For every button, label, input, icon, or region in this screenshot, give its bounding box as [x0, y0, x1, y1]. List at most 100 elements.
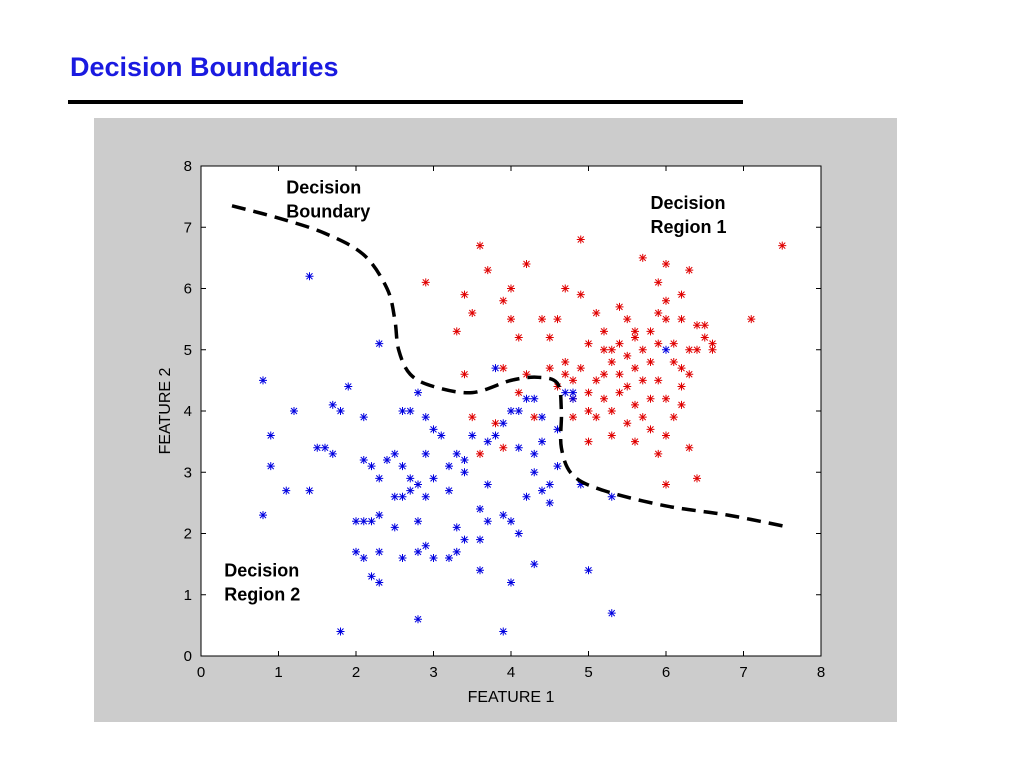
- data-point: [584, 437, 593, 446]
- data-point: [476, 566, 484, 575]
- data-point: [499, 443, 508, 452]
- data-point: [421, 413, 430, 422]
- data-point: [514, 529, 523, 538]
- data-point: [569, 388, 577, 397]
- data-point: [600, 345, 608, 354]
- data-point: [561, 388, 570, 397]
- data-point: [414, 615, 422, 624]
- data-point: [615, 339, 624, 348]
- data-point: [662, 480, 670, 489]
- data-point: [631, 400, 639, 409]
- data-point: [452, 547, 461, 556]
- data-point: [476, 505, 484, 513]
- data-point: [607, 358, 616, 366]
- data-point: [499, 419, 508, 428]
- y-tick-label: 3: [184, 464, 192, 481]
- data-point: [460, 456, 469, 464]
- data-point: [445, 554, 453, 562]
- data-point: [375, 511, 384, 520]
- data-point: [607, 431, 616, 440]
- data-point: [662, 315, 670, 324]
- data-point: [693, 474, 701, 483]
- data-point: [685, 266, 694, 275]
- data-point: [654, 376, 663, 385]
- data-point: [600, 394, 608, 403]
- data-point: [305, 486, 314, 495]
- x-tick-label: 7: [739, 664, 747, 681]
- data-point: [414, 480, 422, 489]
- data-point: [476, 449, 484, 458]
- data-point: [576, 290, 585, 299]
- data-point: [654, 449, 663, 458]
- data-point: [429, 474, 438, 483]
- y-tick-label: 2: [184, 526, 192, 543]
- data-point: [344, 382, 353, 391]
- data-point: [398, 554, 407, 562]
- data-point: [607, 345, 616, 354]
- data-point: [398, 462, 407, 471]
- data-point: [677, 290, 686, 299]
- data-point: [662, 431, 670, 440]
- data-point: [406, 474, 415, 483]
- data-point: [615, 388, 624, 397]
- data-point: [468, 309, 477, 317]
- data-point: [359, 456, 368, 464]
- data-point: [538, 315, 546, 324]
- data-point: [607, 492, 616, 501]
- data-point: [414, 517, 422, 526]
- data-point: [507, 517, 515, 526]
- figure-panel: 0 1 2 3 4 5 6 7 8 0 1 2 3 4 5 6 7 8 FEATURE 1 FEATURE 2 Deci…: [94, 118, 897, 722]
- data-point: [592, 413, 601, 422]
- data-point: [259, 511, 267, 520]
- y-tick-label: 7: [184, 219, 192, 236]
- data-point: [491, 364, 500, 373]
- data-point: [576, 364, 585, 373]
- data-point: [638, 345, 647, 354]
- data-point: [290, 407, 298, 415]
- data-point: [623, 315, 632, 324]
- data-point: [398, 492, 407, 501]
- data-point: [421, 449, 430, 458]
- data-point: [638, 253, 647, 262]
- data-point: [693, 321, 701, 330]
- data-point: [700, 321, 709, 330]
- data-point: [266, 431, 275, 440]
- data-point: [669, 413, 678, 422]
- data-point: [445, 486, 453, 495]
- data-point: [638, 376, 647, 385]
- data-point: [483, 480, 492, 489]
- y-tick-label: 1: [184, 587, 192, 604]
- data-point: [390, 449, 399, 458]
- annotation-line: Region 1: [651, 217, 727, 237]
- data-point: [375, 547, 384, 556]
- data-point: [677, 315, 686, 324]
- data-point: [437, 431, 446, 440]
- x-tick-label: 6: [662, 664, 670, 681]
- data-point: [600, 327, 608, 336]
- data-point: [476, 535, 484, 544]
- data-point: [654, 278, 663, 287]
- scatter-chart: 0 1 2 3 4 5 6 7 8 0 1 2 3 4 5 6 7 8 FEATURE 1 FEATURE 2 Deci…: [157, 158, 825, 706]
- data-point: [708, 345, 717, 354]
- data-point: [522, 394, 531, 403]
- data-point: [561, 358, 570, 366]
- data-point: [545, 333, 554, 342]
- data-point: [654, 339, 663, 348]
- data-point: [390, 492, 399, 501]
- x-axis-label: FEATURE 1: [468, 689, 555, 706]
- data-point: [460, 290, 469, 299]
- data-point: [677, 400, 686, 409]
- data-point: [569, 376, 577, 385]
- data-point: [662, 296, 670, 305]
- data-point: [700, 333, 709, 342]
- annotation-line: Decision: [286, 178, 361, 198]
- x-tick-label: 1: [274, 664, 282, 681]
- data-point: [677, 382, 686, 391]
- data-point: [514, 407, 523, 415]
- data-point: [584, 407, 593, 415]
- data-point: [669, 358, 678, 366]
- y-axis-label: FEATURE 2: [157, 367, 174, 454]
- annotation-line: Decision: [651, 193, 726, 213]
- data-point: [569, 413, 577, 422]
- data-point: [545, 498, 554, 507]
